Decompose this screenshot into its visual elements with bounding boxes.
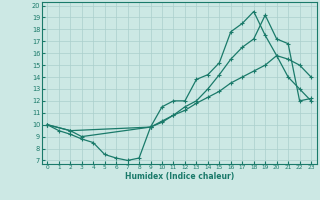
X-axis label: Humidex (Indice chaleur): Humidex (Indice chaleur) xyxy=(124,172,234,181)
